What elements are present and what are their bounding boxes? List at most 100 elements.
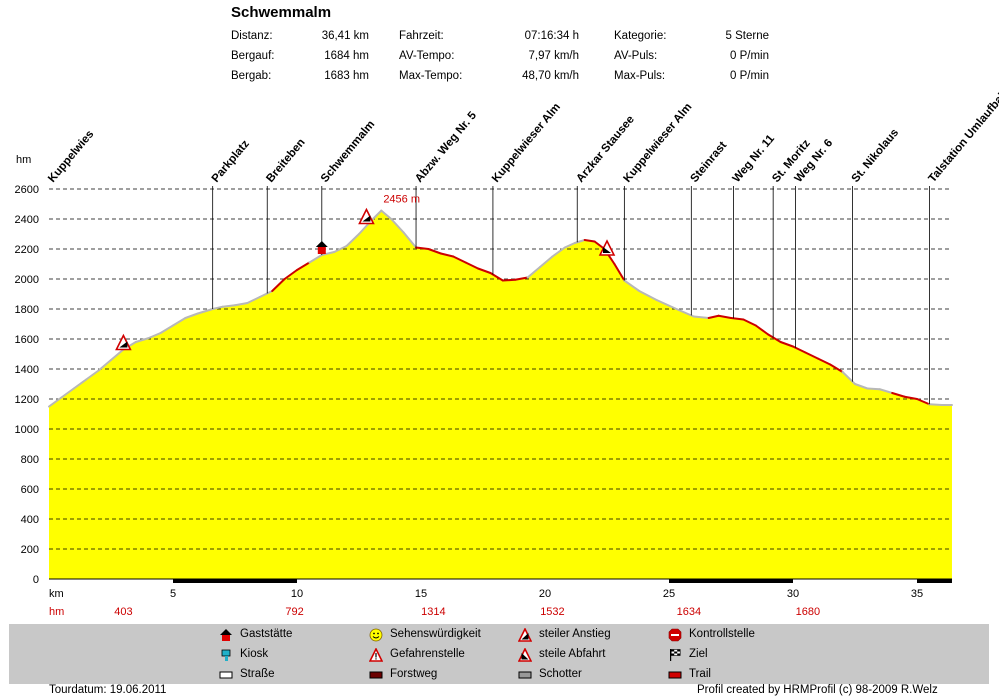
stat-value-max-speed: 48,70 km/h bbox=[522, 70, 579, 82]
profile-line-segment bbox=[573, 239, 586, 244]
legend-item-danger: Gefahrenstelle bbox=[390, 648, 465, 660]
x-tick-label: 15 bbox=[415, 588, 427, 600]
stop-icon bbox=[668, 628, 682, 642]
profile-line-segment bbox=[296, 261, 311, 271]
profile-line-segment bbox=[452, 255, 467, 264]
waypoint-label: St. Nikolaus bbox=[850, 127, 902, 185]
profile-line-segment bbox=[563, 242, 576, 249]
profile-line-segment bbox=[159, 324, 174, 334]
stat-label-distance: Distanz: bbox=[231, 30, 273, 42]
y-tick-label: 1800 bbox=[15, 304, 39, 316]
profile-line-segment bbox=[829, 363, 844, 373]
profile-line-segment bbox=[97, 359, 112, 372]
elevation-area bbox=[49, 210, 952, 579]
stat-value-avg-speed: 7,97 km/h bbox=[528, 50, 580, 62]
smiley-icon bbox=[369, 628, 383, 642]
kiosk-icon bbox=[221, 649, 231, 661]
y-tick-label: 200 bbox=[21, 544, 39, 556]
legend-item-forest-road: Forstweg bbox=[390, 668, 438, 680]
profile-line-segment bbox=[730, 317, 745, 321]
hm-row-label: hm bbox=[49, 606, 64, 618]
profile-line-segment bbox=[221, 304, 236, 308]
profile-line-segment bbox=[742, 318, 757, 327]
house-icon bbox=[220, 629, 232, 641]
profile-line-segment bbox=[692, 315, 710, 319]
profile-line-segment bbox=[707, 314, 720, 319]
trail-icon bbox=[668, 671, 682, 679]
waypoint-label: Kuppelwieser Alm bbox=[490, 101, 563, 185]
profile-line-segment bbox=[234, 302, 249, 307]
profile-line-segment bbox=[903, 395, 918, 400]
stat-label-avg-speed: AV-Tempo: bbox=[399, 50, 455, 62]
profile-line-segment bbox=[854, 383, 869, 390]
profile-line-segment bbox=[345, 233, 360, 247]
legend: Gaststätte Kiosk Straße Sehenswürdigkeit… bbox=[9, 624, 989, 684]
house-icon bbox=[317, 247, 326, 254]
profile-line-segment bbox=[767, 333, 782, 343]
warning-icon bbox=[369, 648, 383, 662]
stat-label-category: Kategorie: bbox=[614, 30, 667, 42]
y-tick-label: 1600 bbox=[15, 334, 39, 346]
hm-row-value: 1314 bbox=[421, 606, 445, 618]
surface-segment bbox=[49, 579, 173, 583]
stat-label-time: Fahrzeit: bbox=[399, 30, 444, 42]
y-tick-label: 800 bbox=[21, 454, 39, 466]
y-tick-label: 0 bbox=[33, 574, 39, 586]
profile-line-segment bbox=[675, 308, 695, 318]
steep-down-icon bbox=[518, 648, 532, 662]
profile-line-segment bbox=[320, 251, 336, 256]
forest-road-icon bbox=[369, 671, 383, 679]
hm-row-value: 1680 bbox=[796, 606, 820, 618]
stat-value-avg-pulse: 0 P/min bbox=[730, 50, 769, 62]
profile-line-segment bbox=[134, 337, 150, 343]
profile-line-segment bbox=[283, 269, 298, 280]
surface-segment bbox=[669, 579, 793, 583]
stat-label-climb: Bergauf: bbox=[231, 50, 275, 62]
stat-value-category: 5 Sterne bbox=[725, 30, 769, 42]
y-tick-label: 600 bbox=[21, 484, 39, 496]
profile-line-segment bbox=[501, 278, 517, 282]
hm-row-value: 1532 bbox=[540, 606, 564, 618]
profile-line-segment bbox=[402, 231, 418, 249]
profile-line-segment bbox=[72, 378, 88, 390]
gravel-icon bbox=[518, 671, 532, 679]
profile-line-segment bbox=[551, 246, 566, 258]
profile-line-segment bbox=[380, 209, 393, 220]
hm-row-value: 792 bbox=[285, 606, 303, 618]
profile-line-segment bbox=[638, 290, 658, 301]
y-tick-label: 400 bbox=[21, 514, 39, 526]
profile-line-segment bbox=[539, 255, 554, 268]
legend-item-trail: Trail bbox=[689, 668, 711, 680]
stat-label-avg-pulse: AV-Puls: bbox=[614, 50, 658, 62]
waypoint-label: Kuppelwieser Alm bbox=[621, 101, 694, 185]
profile-line-segment bbox=[390, 218, 405, 234]
legend-item-road: Straße bbox=[240, 668, 275, 680]
waypoint-label: Abzw. Weg Nr. 5 bbox=[413, 109, 479, 185]
surface-segment bbox=[297, 579, 669, 583]
profile-line-segment bbox=[147, 332, 162, 340]
profile-line-segment bbox=[779, 341, 794, 348]
profile-line-segment bbox=[866, 387, 881, 391]
profile-line-segment bbox=[816, 357, 832, 366]
legend-item-checkpoint: Kontrollstelle bbox=[689, 628, 755, 640]
profile-line-segment bbox=[477, 267, 492, 274]
profile-line-segment bbox=[184, 312, 199, 319]
y-tick-label: 2400 bbox=[15, 214, 39, 226]
profile-line-segment bbox=[333, 245, 348, 253]
profile-line-segment bbox=[514, 276, 529, 281]
profile-line-segment bbox=[792, 345, 807, 354]
profile-line-segment bbox=[878, 388, 894, 394]
profile-line-segment bbox=[928, 403, 943, 406]
legend-item-gravel: Schotter bbox=[539, 668, 582, 680]
stat-label-max-pulse: Max-Puls: bbox=[614, 70, 666, 82]
profile-line-segment bbox=[60, 387, 75, 399]
marker-fill bbox=[362, 215, 371, 222]
stat-label-descent: Bergab: bbox=[231, 70, 272, 82]
profile-line-segment bbox=[841, 371, 856, 385]
profile-line-segment bbox=[271, 278, 286, 292]
y-tick-label: 1000 bbox=[15, 424, 39, 436]
profile-line-segment bbox=[804, 351, 819, 360]
profile-line-segment bbox=[916, 398, 931, 406]
x-tick-label: 20 bbox=[539, 588, 551, 600]
marker-fill bbox=[119, 341, 128, 348]
